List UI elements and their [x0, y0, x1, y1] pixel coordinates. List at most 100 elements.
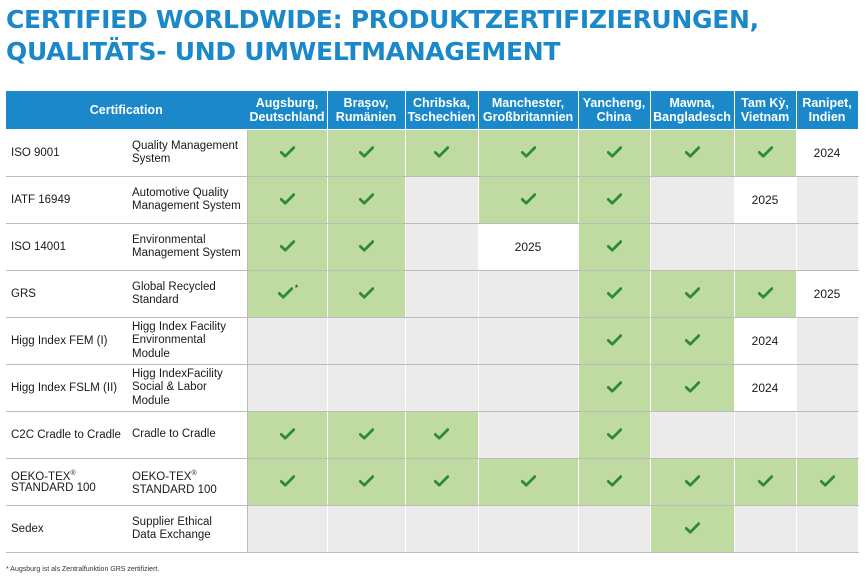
status-cell — [578, 176, 651, 224]
cert-description: Cradle to Cradle — [128, 411, 248, 459]
check-icon — [757, 474, 773, 487]
status-cell — [734, 458, 797, 506]
check-icon — [606, 145, 622, 158]
table-row: Higg Index FEM (I) Higg Index Facility En… — [6, 317, 859, 365]
status-cell — [478, 411, 579, 459]
status-cell — [650, 270, 735, 318]
cert-code: Higg Index FSLM (II) — [6, 364, 128, 412]
year-cell: 2025 — [478, 223, 579, 271]
status-cell — [734, 223, 797, 271]
table-row: ISO 14001 Environmental Management System… — [6, 223, 859, 271]
status-cell — [478, 270, 579, 318]
status-cell — [734, 411, 797, 459]
status-cell — [478, 129, 579, 177]
cert-description: OEKO-TEX® STANDARD 100 — [128, 458, 248, 506]
status-cell — [405, 458, 479, 506]
title-line-2: QUALITÄTS- UND UMWELTMANAGEMENT — [6, 37, 561, 66]
status-cell — [734, 270, 797, 318]
status-cell — [650, 223, 735, 271]
location-header: Mawna, Bangladesch — [650, 91, 735, 130]
cert-code: IATF 16949 — [6, 176, 128, 224]
cert-code: GRS — [6, 270, 128, 318]
status-cell — [405, 411, 479, 459]
status-cell — [247, 129, 328, 177]
status-cell — [405, 129, 479, 177]
status-cell — [327, 223, 406, 271]
status-cell — [405, 505, 479, 553]
status-cell — [405, 270, 479, 318]
status-cell — [578, 129, 651, 177]
title-line-1: CERTIFIED WORLDWIDE: PRODUKTZERTIFIZIERU… — [6, 5, 759, 34]
check-icon — [606, 474, 622, 487]
status-cell — [327, 458, 406, 506]
status-cell — [578, 223, 651, 271]
status-cell — [578, 270, 651, 318]
certification-header: Certification — [6, 91, 248, 130]
table-row: Higg Index FSLM (II) Higg IndexFacility S… — [6, 364, 859, 412]
status-cell — [247, 223, 328, 271]
year-cell: 2024 — [734, 317, 797, 365]
status-cell — [247, 317, 328, 365]
year-cell: 2024 — [734, 364, 797, 412]
cert-code: C2C Cradle to Cradle — [6, 411, 128, 459]
status-cell — [247, 505, 328, 553]
check-icon — [279, 239, 295, 252]
cert-description: Higg Index Facility Environmental Module — [128, 317, 248, 365]
location-header: Tam Kỳ, Vietnam — [734, 91, 797, 130]
status-cell — [650, 129, 735, 177]
status-cell — [478, 505, 579, 553]
status-cell — [578, 458, 651, 506]
table-row: Sedex Supplier Ethical Data Exchange — [6, 505, 859, 553]
status-cell — [796, 223, 859, 271]
check-icon — [520, 145, 536, 158]
status-cell — [405, 364, 479, 412]
check-icon — [684, 521, 700, 534]
location-header: Yancheng, China — [578, 91, 651, 130]
status-cell — [796, 458, 859, 506]
check-icon — [684, 286, 700, 299]
check-icon — [606, 286, 622, 299]
check-icon — [684, 333, 700, 346]
status-cell — [247, 411, 328, 459]
check-icon — [277, 286, 293, 299]
cert-description: Environmental Management System — [128, 223, 248, 271]
check-icon — [757, 145, 773, 158]
status-cell — [247, 364, 328, 412]
location-header: Manchester, Großbritannien — [478, 91, 579, 130]
status-cell — [405, 223, 479, 271]
status-cell — [650, 317, 735, 365]
check-icon — [606, 333, 622, 346]
table-row: OEKO-TEX® STANDARD 100 OEKO-TEX® STANDARD … — [6, 458, 859, 506]
status-cell — [327, 505, 406, 553]
check-icon — [434, 145, 450, 158]
check-icon — [606, 427, 622, 440]
check-icon — [757, 286, 773, 299]
status-cell — [478, 176, 579, 224]
status-cell — [405, 317, 479, 365]
status-cell — [578, 317, 651, 365]
cert-code: Sedex — [6, 505, 128, 553]
status-cell — [650, 458, 735, 506]
check-icon — [606, 239, 622, 252]
status-cell — [796, 317, 859, 365]
table-row: ISO 9001 Quality Management System 2024 — [6, 129, 859, 177]
check-icon — [358, 239, 374, 252]
check-icon — [819, 474, 835, 487]
status-cell — [327, 317, 406, 365]
status-cell — [327, 129, 406, 177]
cert-description: Supplier Ethical Data Exchange — [128, 505, 248, 553]
check-icon — [279, 145, 295, 158]
check-icon — [279, 192, 295, 205]
cert-description: Higg IndexFacility Social & Labor Module — [128, 364, 248, 412]
status-cell — [650, 364, 735, 412]
check-icon — [684, 380, 700, 393]
location-header: Brașov, Rumänien — [327, 91, 406, 130]
check-icon — [279, 474, 295, 487]
check-icon — [684, 145, 700, 158]
check-icon — [520, 474, 536, 487]
cert-code: ISO 14001 — [6, 223, 128, 271]
page-title: CERTIFIED WORLDWIDE: PRODUKTZERTIFIZIERU… — [6, 4, 862, 68]
status-cell — [734, 129, 797, 177]
status-cell — [796, 176, 859, 224]
location-header: Ranipet, Indien — [796, 91, 859, 130]
